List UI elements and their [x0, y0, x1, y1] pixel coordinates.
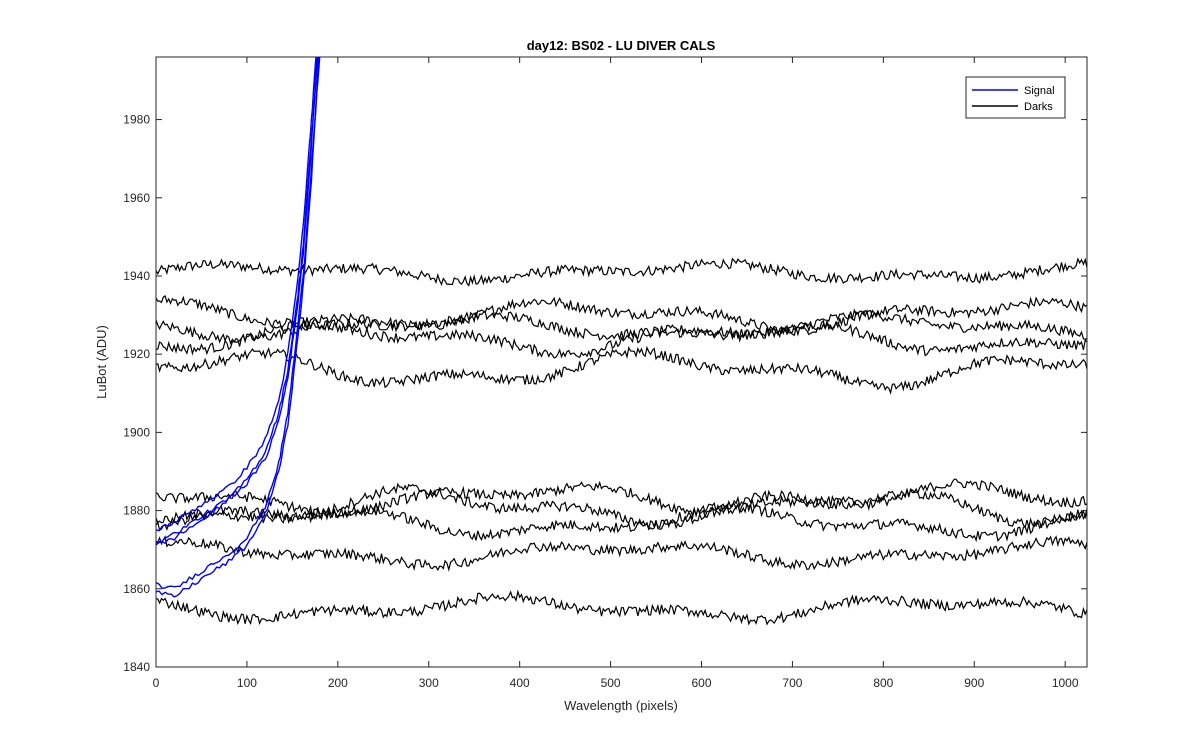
x-axis-label: Wavelength (pixels): [564, 698, 678, 713]
x-axis: 0 100 200 300 400 500 600 700 800 900 1000: [153, 57, 1079, 690]
y-tick-label: 1860: [123, 582, 150, 596]
y-tick-label: 1940: [123, 269, 150, 283]
legend-box: [965, 76, 1066, 119]
y-tick-label: 1960: [123, 191, 150, 205]
x-tick-label: 200: [328, 676, 348, 690]
darks-line: [156, 295, 1087, 337]
legend-signal-label: Signal: [1024, 85, 1055, 97]
darks-line: [156, 257, 1087, 287]
signal-line: [156, 57, 317, 532]
y-tick-label: 1840: [123, 660, 150, 674]
signal-line: [156, 57, 320, 598]
darks-series: [156, 257, 1087, 626]
x-tick-label: 1000: [1052, 676, 1079, 690]
darks-line: [156, 482, 1087, 531]
darks-line: [156, 478, 1087, 521]
darks-line: [156, 499, 1087, 543]
signal-line: [156, 57, 319, 545]
y-tick-label: 1980: [123, 113, 150, 127]
x-tick-label: 0: [153, 676, 160, 690]
x-tick-label: 500: [601, 676, 621, 690]
x-tick-label: 400: [510, 676, 530, 690]
x-tick-label: 100: [237, 676, 257, 690]
legend-darks-label: Darks: [1024, 101, 1053, 113]
plot-area-frame: [155, 56, 1088, 668]
x-tick-label: 700: [782, 676, 802, 690]
x-tick-label: 800: [873, 676, 893, 690]
x-tick-label: 600: [691, 676, 711, 690]
y-axis-label: LuBot (ADU): [94, 325, 109, 399]
signal-series: [156, 57, 321, 598]
chart-title: day12: BS02 - LU DIVER CALS: [527, 38, 716, 53]
signal-line: [156, 57, 318, 546]
darks-line: [156, 589, 1087, 626]
y-tick-label: 1900: [123, 425, 150, 439]
darks-line: [156, 345, 1087, 395]
y-axis: 1840 1860 1880 1900 1920 1940 1960 1980: [123, 113, 1087, 674]
x-tick-label: 300: [419, 676, 439, 690]
legend: Signal Darks: [965, 76, 1066, 119]
darks-line: [156, 535, 1087, 572]
darks-line: [156, 318, 1087, 359]
x-tick-label: 900: [964, 676, 984, 690]
y-tick-label: 1880: [123, 504, 150, 518]
y-tick-label: 1920: [123, 347, 150, 361]
